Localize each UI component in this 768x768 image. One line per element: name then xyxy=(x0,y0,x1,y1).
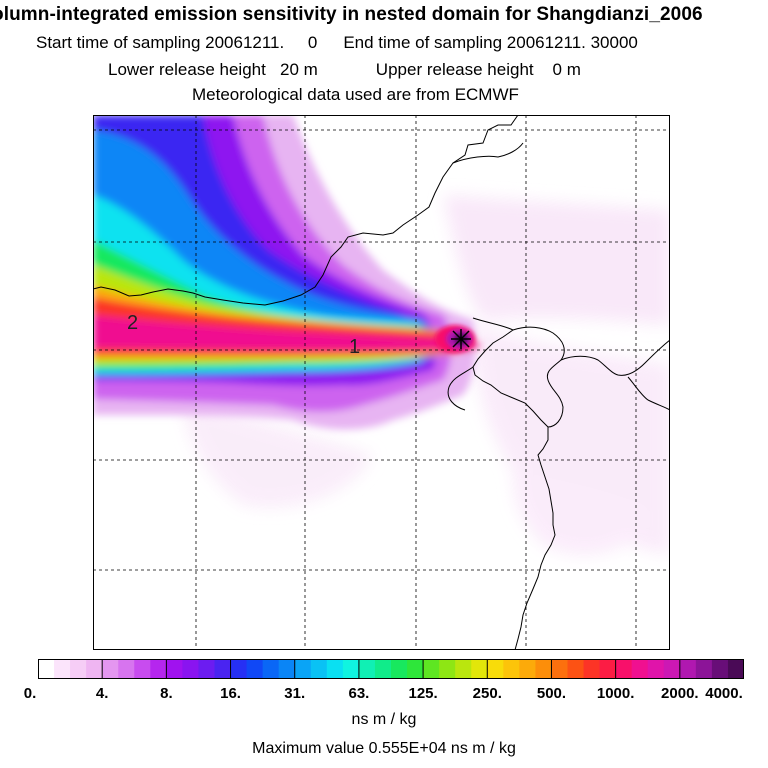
lower-release-value: 20 m xyxy=(280,60,318,79)
colorbar-tick-label: 4. xyxy=(95,685,109,702)
colorbar-swatch xyxy=(198,659,216,679)
colorbar-swatch xyxy=(695,659,713,679)
colorbar-tick-label: 31. xyxy=(284,685,306,702)
colorbar-swatch xyxy=(631,659,649,679)
end-time-label: End time of sampling 20061211. 30000 xyxy=(343,33,638,52)
plume-field xyxy=(93,115,480,430)
colorbar-swatch xyxy=(150,659,167,679)
colorbar xyxy=(38,659,744,679)
colorbar-swatch xyxy=(615,659,633,679)
start-time-label: Start time of sampling 20061211. xyxy=(36,33,285,52)
colorbar-swatch xyxy=(471,659,488,679)
marker-label-2: 2 xyxy=(127,312,138,334)
upper-release-label: Upper release height xyxy=(375,60,534,79)
title-line-3: Lower release height 20 m Upper release h… xyxy=(108,60,768,80)
units-label: ns m / kg xyxy=(351,711,417,728)
title-line-2: Start time of sampling 20061211. 0 End ti… xyxy=(36,33,768,53)
colorbar-swatch xyxy=(679,659,697,679)
sensitivity-map: 2 1 xyxy=(93,115,670,650)
met-data-line: Meteorological data used are from ECMWF xyxy=(192,85,519,104)
colorbar-swatch xyxy=(358,659,376,679)
colorbar-swatch xyxy=(455,659,472,679)
colorbar-swatch xyxy=(70,659,87,679)
colorbar-swatch xyxy=(663,659,681,679)
colorbar-swatch xyxy=(599,659,617,679)
colorbar-swatch xyxy=(374,659,392,679)
colorbar-swatch xyxy=(214,659,232,679)
colorbar-tick-label: 16. xyxy=(220,685,241,702)
colorbar-swatch xyxy=(230,659,248,679)
colorbar-swatch xyxy=(166,659,184,679)
colorbar-swatch xyxy=(391,659,408,679)
colorbar-tick-label: 500. xyxy=(536,685,567,702)
map-frame xyxy=(93,115,670,650)
colorbar-swatch xyxy=(503,659,520,679)
coastlines xyxy=(93,115,670,650)
colorbar-swatch xyxy=(38,659,55,679)
colorbar-tick-label: 8. xyxy=(160,685,173,702)
colorbar-swatch xyxy=(278,659,296,679)
colorbar-tick-label: 1000. xyxy=(596,685,635,702)
colorbar-tick-label: 250. xyxy=(472,685,502,702)
colorbar-swatch xyxy=(310,659,328,679)
colorbar-swatch xyxy=(326,659,344,679)
colorbar-frame xyxy=(38,659,744,679)
colorbar-swatch xyxy=(246,659,264,679)
colorbar-swatch xyxy=(118,659,135,679)
colorbar-swatch xyxy=(487,659,504,679)
colorbar-swatch xyxy=(711,659,729,679)
lat-lon-grid xyxy=(93,115,670,650)
colorbar-swatch xyxy=(567,659,585,679)
colorbar-swatch xyxy=(182,659,200,679)
colorbar-swatch xyxy=(535,659,553,679)
lower-release-label: Lower release height xyxy=(108,60,266,79)
colorbar-swatch xyxy=(423,659,440,679)
colorbar-swatch xyxy=(583,659,601,679)
colorbar-swatch xyxy=(86,659,103,679)
upper-release-value: 0 m xyxy=(552,60,581,79)
colorbar-swatch xyxy=(54,659,71,679)
colorbar-swatch xyxy=(407,659,424,679)
colorbar-tick-label: 4000. xyxy=(705,685,743,702)
colorbar-swatch xyxy=(727,659,744,679)
colorbar-tick-label: 0. xyxy=(23,685,37,702)
colorbar-tick-label: 63. xyxy=(348,685,370,702)
colorbar-swatch xyxy=(342,659,360,679)
colorbar-swatch xyxy=(519,659,537,679)
colorbar-swatch xyxy=(294,659,312,679)
colorbar-swatch xyxy=(551,659,569,679)
colorbar-swatch xyxy=(134,659,151,679)
faint-sensitivity-field xyxy=(183,195,670,555)
colorbar-swatch xyxy=(647,659,665,679)
max-value-label: Maximum value 0.555E+04 ns m / kg xyxy=(252,740,516,757)
colorbar-swatch xyxy=(262,659,280,679)
colorbar-swatch xyxy=(102,659,119,679)
receptor-cross-icon xyxy=(451,329,471,349)
colorbar-tick-label: 2000. xyxy=(661,685,699,702)
marker-label-1: 1 xyxy=(349,336,360,358)
title-line-1: olumn-integrated emission sensitivity in… xyxy=(0,4,703,25)
start-time-value: 0 xyxy=(307,33,318,52)
colorbar-swatch xyxy=(439,659,456,679)
colorbar-tick-label: 125. xyxy=(408,685,438,702)
